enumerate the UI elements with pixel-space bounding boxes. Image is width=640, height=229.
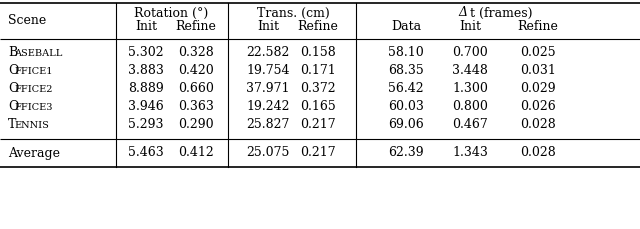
Text: 0.420: 0.420 <box>178 65 214 77</box>
Text: 0.171: 0.171 <box>300 65 336 77</box>
Text: 19.242: 19.242 <box>246 101 290 114</box>
Text: 60.03: 60.03 <box>388 101 424 114</box>
Text: 25.827: 25.827 <box>246 118 290 131</box>
Text: 0.031: 0.031 <box>520 65 556 77</box>
Text: 0.028: 0.028 <box>520 118 556 131</box>
Text: Init: Init <box>135 21 157 33</box>
Text: 58.10: 58.10 <box>388 46 424 60</box>
Text: O: O <box>8 65 19 77</box>
Text: 0.217: 0.217 <box>300 147 336 160</box>
Text: ASEBALL: ASEBALL <box>15 49 63 57</box>
Text: FFICE3: FFICE3 <box>15 103 53 112</box>
Text: 3.946: 3.946 <box>128 101 164 114</box>
Text: 1.300: 1.300 <box>452 82 488 95</box>
Text: ENNIS: ENNIS <box>15 120 49 130</box>
Text: 69.06: 69.06 <box>388 118 424 131</box>
Text: B: B <box>8 46 17 60</box>
Text: O: O <box>8 101 19 114</box>
Text: 5.293: 5.293 <box>128 118 164 131</box>
Text: t (frames): t (frames) <box>470 6 532 19</box>
Text: 0.467: 0.467 <box>452 118 488 131</box>
Text: 0.700: 0.700 <box>452 46 488 60</box>
Text: 0.025: 0.025 <box>520 46 556 60</box>
Text: Average: Average <box>8 147 60 160</box>
Text: FFICE1: FFICE1 <box>15 66 53 76</box>
Text: FFICE2: FFICE2 <box>15 85 53 93</box>
Text: 0.372: 0.372 <box>300 82 336 95</box>
Text: 68.35: 68.35 <box>388 65 424 77</box>
Text: Data: Data <box>391 21 421 33</box>
Text: 0.660: 0.660 <box>178 82 214 95</box>
Text: Refine: Refine <box>518 21 559 33</box>
Text: 0.290: 0.290 <box>178 118 214 131</box>
Text: Refine: Refine <box>298 21 339 33</box>
Text: Δ: Δ <box>458 6 470 19</box>
Text: Init: Init <box>459 21 481 33</box>
Text: 5.463: 5.463 <box>128 147 164 160</box>
Text: 0.026: 0.026 <box>520 101 556 114</box>
Text: 0.412: 0.412 <box>178 147 214 160</box>
Text: 25.075: 25.075 <box>246 147 290 160</box>
Text: 0.165: 0.165 <box>300 101 336 114</box>
Text: 0.217: 0.217 <box>300 118 336 131</box>
Text: 37.971: 37.971 <box>246 82 290 95</box>
Text: 0.029: 0.029 <box>520 82 556 95</box>
Text: Refine: Refine <box>175 21 216 33</box>
Text: 0.363: 0.363 <box>178 101 214 114</box>
Text: T: T <box>8 118 17 131</box>
Text: 3.883: 3.883 <box>128 65 164 77</box>
Text: 3.448: 3.448 <box>452 65 488 77</box>
Text: 0.028: 0.028 <box>520 147 556 160</box>
Text: 62.39: 62.39 <box>388 147 424 160</box>
Text: O: O <box>8 82 19 95</box>
Text: 56.42: 56.42 <box>388 82 424 95</box>
Text: 5.302: 5.302 <box>128 46 164 60</box>
Text: 1.343: 1.343 <box>452 147 488 160</box>
Text: Trans. (cm): Trans. (cm) <box>257 6 330 19</box>
Text: 0.328: 0.328 <box>178 46 214 60</box>
Text: Init: Init <box>257 21 279 33</box>
Text: 0.800: 0.800 <box>452 101 488 114</box>
Text: 22.582: 22.582 <box>246 46 290 60</box>
Text: Rotation (°): Rotation (°) <box>134 6 208 19</box>
Text: Scene: Scene <box>8 14 46 27</box>
Text: 19.754: 19.754 <box>246 65 290 77</box>
Text: 8.889: 8.889 <box>128 82 164 95</box>
Text: 0.158: 0.158 <box>300 46 336 60</box>
